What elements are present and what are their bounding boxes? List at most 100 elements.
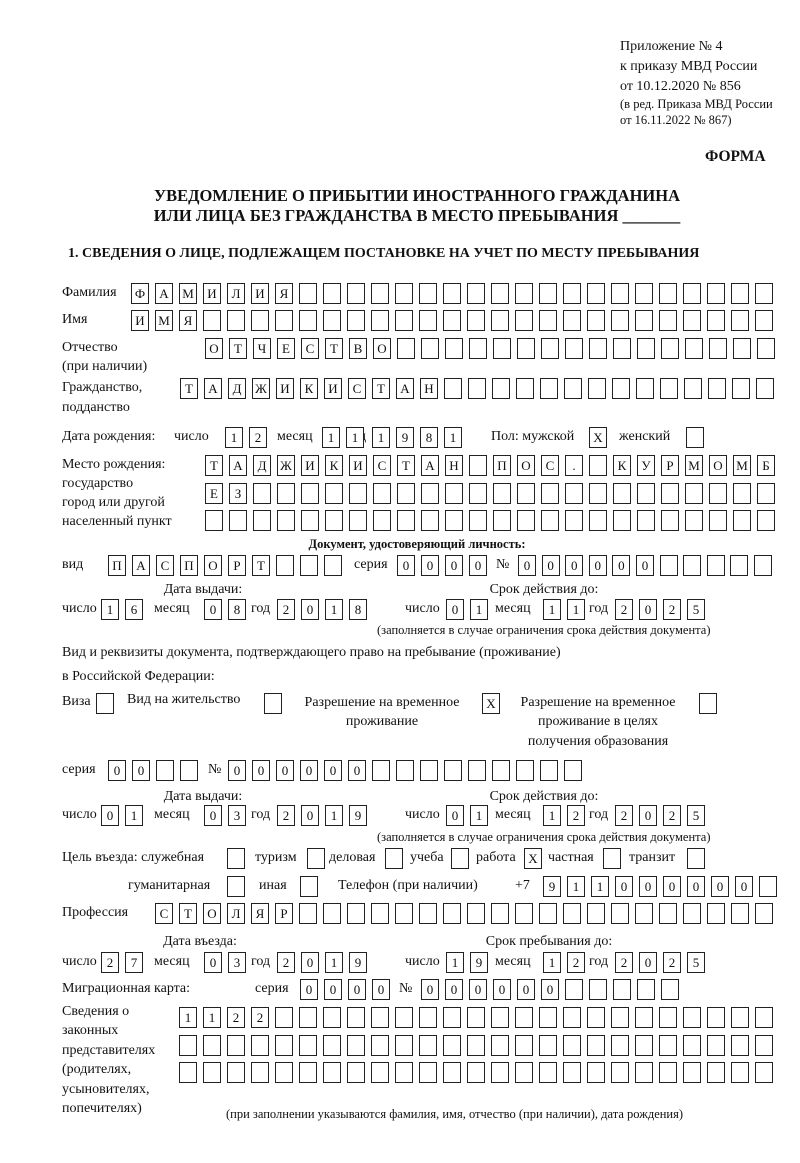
field-profession-cell[interactable] bbox=[323, 903, 341, 924]
field-birthplace-3-cell[interactable] bbox=[301, 510, 319, 531]
field-representatives-3-cell[interactable] bbox=[371, 1062, 389, 1083]
field-birthplace-2-cell[interactable] bbox=[373, 483, 391, 504]
field-patronymic-cell[interactable] bbox=[613, 338, 631, 359]
field-entry-day-cell[interactable]: 2 bbox=[101, 952, 119, 973]
field-id-kind-cell[interactable]: О bbox=[204, 555, 222, 576]
field-right-number-cell[interactable]: 0 bbox=[324, 760, 342, 781]
field-birthplace-1-cell[interactable]: О bbox=[709, 455, 727, 476]
field-entry-year-cell[interactable]: 0 bbox=[301, 952, 319, 973]
field-birthplace-2-cell[interactable] bbox=[685, 483, 703, 504]
field-profession-cell[interactable] bbox=[707, 903, 725, 924]
field-citizenship-cell[interactable]: Т bbox=[372, 378, 390, 399]
field-right-valid-year-cell[interactable]: 0 bbox=[639, 805, 657, 826]
field-stay-day-cell[interactable]: 1 bbox=[446, 952, 464, 973]
field-purpose-humanitarian-cell[interactable] bbox=[227, 876, 245, 897]
field-phone-cell[interactable]: 0 bbox=[735, 876, 753, 897]
field-surname-cell[interactable] bbox=[635, 283, 653, 304]
field-profession-cell[interactable]: Я bbox=[251, 903, 269, 924]
field-surname-cell[interactable] bbox=[395, 283, 413, 304]
field-representatives-2-cell[interactable] bbox=[755, 1035, 773, 1056]
field-id-kind-cell[interactable]: Р bbox=[228, 555, 246, 576]
field-birthplace-1-cell[interactable]: К bbox=[613, 455, 631, 476]
field-representatives-1-cell[interactable] bbox=[755, 1007, 773, 1028]
field-surname-cell[interactable] bbox=[683, 283, 701, 304]
field-representatives-2-cell[interactable] bbox=[539, 1035, 557, 1056]
field-profession-cell[interactable] bbox=[755, 903, 773, 924]
field-birthplace-1-cell[interactable]: С bbox=[541, 455, 559, 476]
field-representatives-3-cell[interactable] bbox=[515, 1062, 533, 1083]
field-id-kind-cell[interactable] bbox=[276, 555, 294, 576]
field-name-cell[interactable] bbox=[659, 310, 677, 331]
field-entry-year-cell[interactable]: 9 bbox=[349, 952, 367, 973]
field-birthplace-3-cell[interactable] bbox=[349, 510, 367, 531]
field-surname-cell[interactable]: А bbox=[155, 283, 173, 304]
field-right-number-cell[interactable] bbox=[492, 760, 510, 781]
field-profession-cell[interactable] bbox=[419, 903, 437, 924]
field-residence-permit-cell[interactable] bbox=[264, 693, 282, 714]
field-profession-cell[interactable] bbox=[563, 903, 581, 924]
field-representatives-2-cell[interactable] bbox=[635, 1035, 653, 1056]
field-profession-cell[interactable] bbox=[587, 903, 605, 924]
field-patronymic-cell[interactable] bbox=[421, 338, 439, 359]
field-surname-cell[interactable] bbox=[467, 283, 485, 304]
field-patronymic-cell[interactable]: В bbox=[349, 338, 367, 359]
field-representatives-2-cell[interactable] bbox=[371, 1035, 389, 1056]
field-birthplace-1-cell[interactable]: И bbox=[301, 455, 319, 476]
field-representatives-1-cell[interactable] bbox=[419, 1007, 437, 1028]
field-id-kind-cell[interactable]: С bbox=[156, 555, 174, 576]
field-id-number-cell[interactable] bbox=[754, 555, 772, 576]
field-representatives-1-cell[interactable] bbox=[443, 1007, 461, 1028]
field-id-valid-day-cell[interactable]: 1 bbox=[470, 599, 488, 620]
field-representatives-1-cell[interactable] bbox=[683, 1007, 701, 1028]
field-right-number-cell[interactable]: 0 bbox=[348, 760, 366, 781]
field-entry-month-cell[interactable]: 3 bbox=[228, 952, 246, 973]
field-representatives-3-cell[interactable] bbox=[587, 1062, 605, 1083]
field-purpose-study-cell[interactable] bbox=[451, 848, 469, 869]
field-birthplace-2-cell[interactable]: Е bbox=[205, 483, 223, 504]
field-representatives-2-cell[interactable] bbox=[395, 1035, 413, 1056]
field-name-cell[interactable] bbox=[227, 310, 245, 331]
field-birthplace-2-cell[interactable] bbox=[709, 483, 727, 504]
field-birthplace-2-cell[interactable] bbox=[493, 483, 511, 504]
field-surname-cell[interactable]: И bbox=[203, 283, 221, 304]
field-representatives-1-cell[interactable] bbox=[515, 1007, 533, 1028]
field-mig-series-cell[interactable]: 0 bbox=[372, 979, 390, 1000]
field-purpose-private-cell[interactable] bbox=[603, 848, 621, 869]
field-right-valid-year-cell[interactable]: 2 bbox=[663, 805, 681, 826]
field-id-valid-year-cell[interactable]: 2 bbox=[615, 599, 633, 620]
field-birthplace-3-cell[interactable] bbox=[229, 510, 247, 531]
field-mig-number-cell[interactable]: 0 bbox=[421, 979, 439, 1000]
field-birthplace-2-cell[interactable] bbox=[517, 483, 535, 504]
field-representatives-3-cell[interactable] bbox=[491, 1062, 509, 1083]
field-patronymic-cell[interactable] bbox=[565, 338, 583, 359]
field-id-number-cell[interactable]: 0 bbox=[541, 555, 560, 576]
field-right-issue-day-cell[interactable]: 1 bbox=[125, 805, 143, 826]
field-name-cell[interactable] bbox=[299, 310, 317, 331]
field-representatives-1-cell[interactable]: 2 bbox=[251, 1007, 269, 1028]
field-representatives-2-cell[interactable] bbox=[707, 1035, 725, 1056]
field-profession-cell[interactable] bbox=[347, 903, 365, 924]
field-surname-cell[interactable] bbox=[371, 283, 389, 304]
field-birthplace-1-cell[interactable]: У bbox=[637, 455, 655, 476]
field-phone-cell[interactable]: 0 bbox=[687, 876, 705, 897]
field-patronymic-cell[interactable] bbox=[685, 338, 703, 359]
field-mig-number-cell[interactable] bbox=[613, 979, 631, 1000]
field-representatives-2-cell[interactable] bbox=[419, 1035, 437, 1056]
field-birthplace-1-cell[interactable]: О bbox=[517, 455, 535, 476]
field-purpose-transit-cell[interactable] bbox=[687, 848, 705, 869]
field-representatives-1-cell[interactable] bbox=[299, 1007, 317, 1028]
field-id-kind-cell[interactable]: Т bbox=[252, 555, 270, 576]
field-citizenship-cell[interactable] bbox=[492, 378, 510, 399]
field-surname-cell[interactable] bbox=[323, 283, 341, 304]
field-representatives-1-cell[interactable] bbox=[611, 1007, 629, 1028]
field-birthplace-2-cell[interactable] bbox=[613, 483, 631, 504]
field-birthplace-2-cell[interactable] bbox=[349, 483, 367, 504]
field-representatives-3-cell[interactable] bbox=[251, 1062, 269, 1083]
field-right-issue-year-cell[interactable]: 9 bbox=[349, 805, 367, 826]
field-citizenship-cell[interactable] bbox=[564, 378, 582, 399]
field-id-series-cell[interactable]: 0 bbox=[469, 555, 487, 576]
field-right-number-cell[interactable]: 0 bbox=[276, 760, 294, 781]
field-id-issue-year-cell[interactable]: 0 bbox=[301, 599, 319, 620]
field-mig-number-cell[interactable] bbox=[589, 979, 607, 1000]
field-name-cell[interactable]: М bbox=[155, 310, 173, 331]
